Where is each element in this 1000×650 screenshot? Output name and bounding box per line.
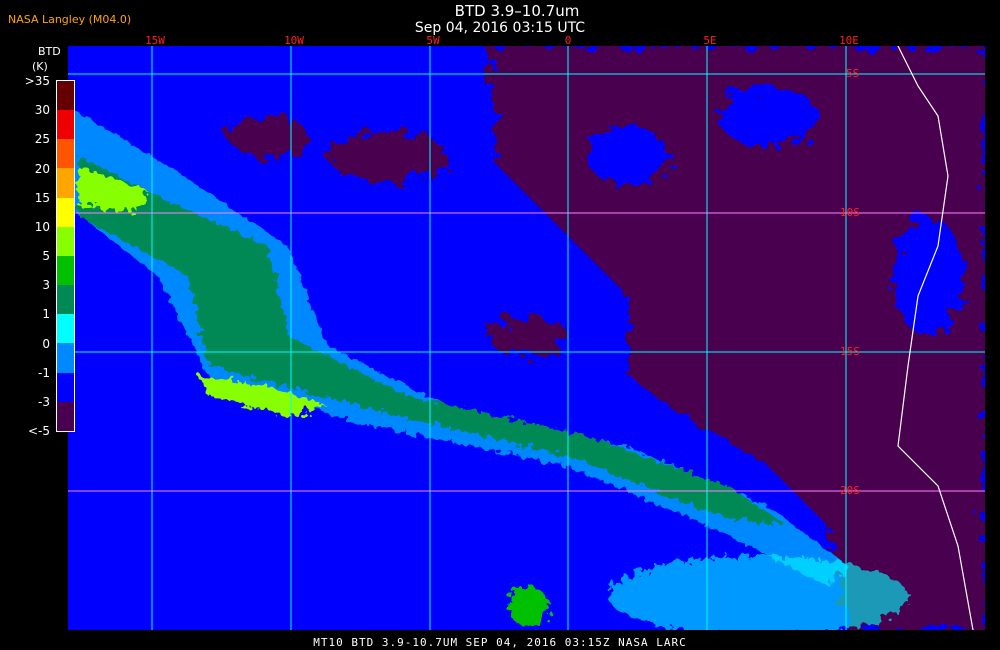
colorbar-bin [57,110,74,140]
satellite-map [68,46,985,630]
colorbar [56,80,75,432]
organization-label: NASA Langley (M04.0) [8,13,132,26]
colorbar-bin [57,81,74,111]
colorbar-bin [57,314,74,344]
colorbar-bin [57,285,74,315]
colorbar-bin [57,255,74,286]
colorbar-tick-label: <-5 [27,424,50,438]
colorbar-tick-label: 25 [34,132,50,147]
cloud-band [68,106,908,630]
colorbar-bin [57,139,74,169]
longitude-label: 15W [145,34,165,47]
colorbar-tick-label: 10 [34,219,50,234]
colorbar-bin [57,168,74,198]
latitude-label: 20S [840,484,860,497]
image-timestamp: Sep 04, 2016 03:15 UTC [414,20,586,36]
latitude-label: 10S [840,206,860,219]
colorbar-unit: (K) [32,60,48,73]
negative-btd-regions [228,46,985,630]
longitude-label: 10E [839,34,859,47]
longitude-label: 0 [564,34,572,47]
colorbar-tick-label: -3 [38,394,50,409]
colorbar-tick-label: 20 [34,161,50,176]
latitude-label: 15S [840,345,860,358]
colorbar-title: BTD [38,45,61,58]
colorbar-tick-label: 15 [34,190,50,205]
colorbar-tick-label: 5 [42,249,50,263]
colorbar-bin [57,343,74,373]
colorbar-tick-label: -1 [38,365,50,380]
colorbar-tick-label: 30 [34,103,50,118]
graticule [68,46,985,630]
colorbar-bin [57,226,74,256]
longitude-label: 10W [284,34,304,47]
colorbar-tick-label: 0 [42,336,50,351]
image-title: BTD 3.9–10.7um [454,2,580,20]
longitude-label: 5E [703,34,717,47]
latitude-label: 5S [846,67,860,80]
colorbar-bin [57,401,74,431]
colorbar-tick-label: >35 [24,74,50,88]
footer-caption: MT10 BTD 3.9-10.7UM SEP 04, 2016 03:15Z … [313,636,687,649]
colorbar-tick-label: 1 [42,307,50,322]
colorbar-bin [57,372,74,402]
coastline [897,46,974,630]
longitude-label: 5W [426,34,440,47]
colorbar-bin [57,197,74,227]
colorbar-tick-label: 3 [42,278,50,293]
